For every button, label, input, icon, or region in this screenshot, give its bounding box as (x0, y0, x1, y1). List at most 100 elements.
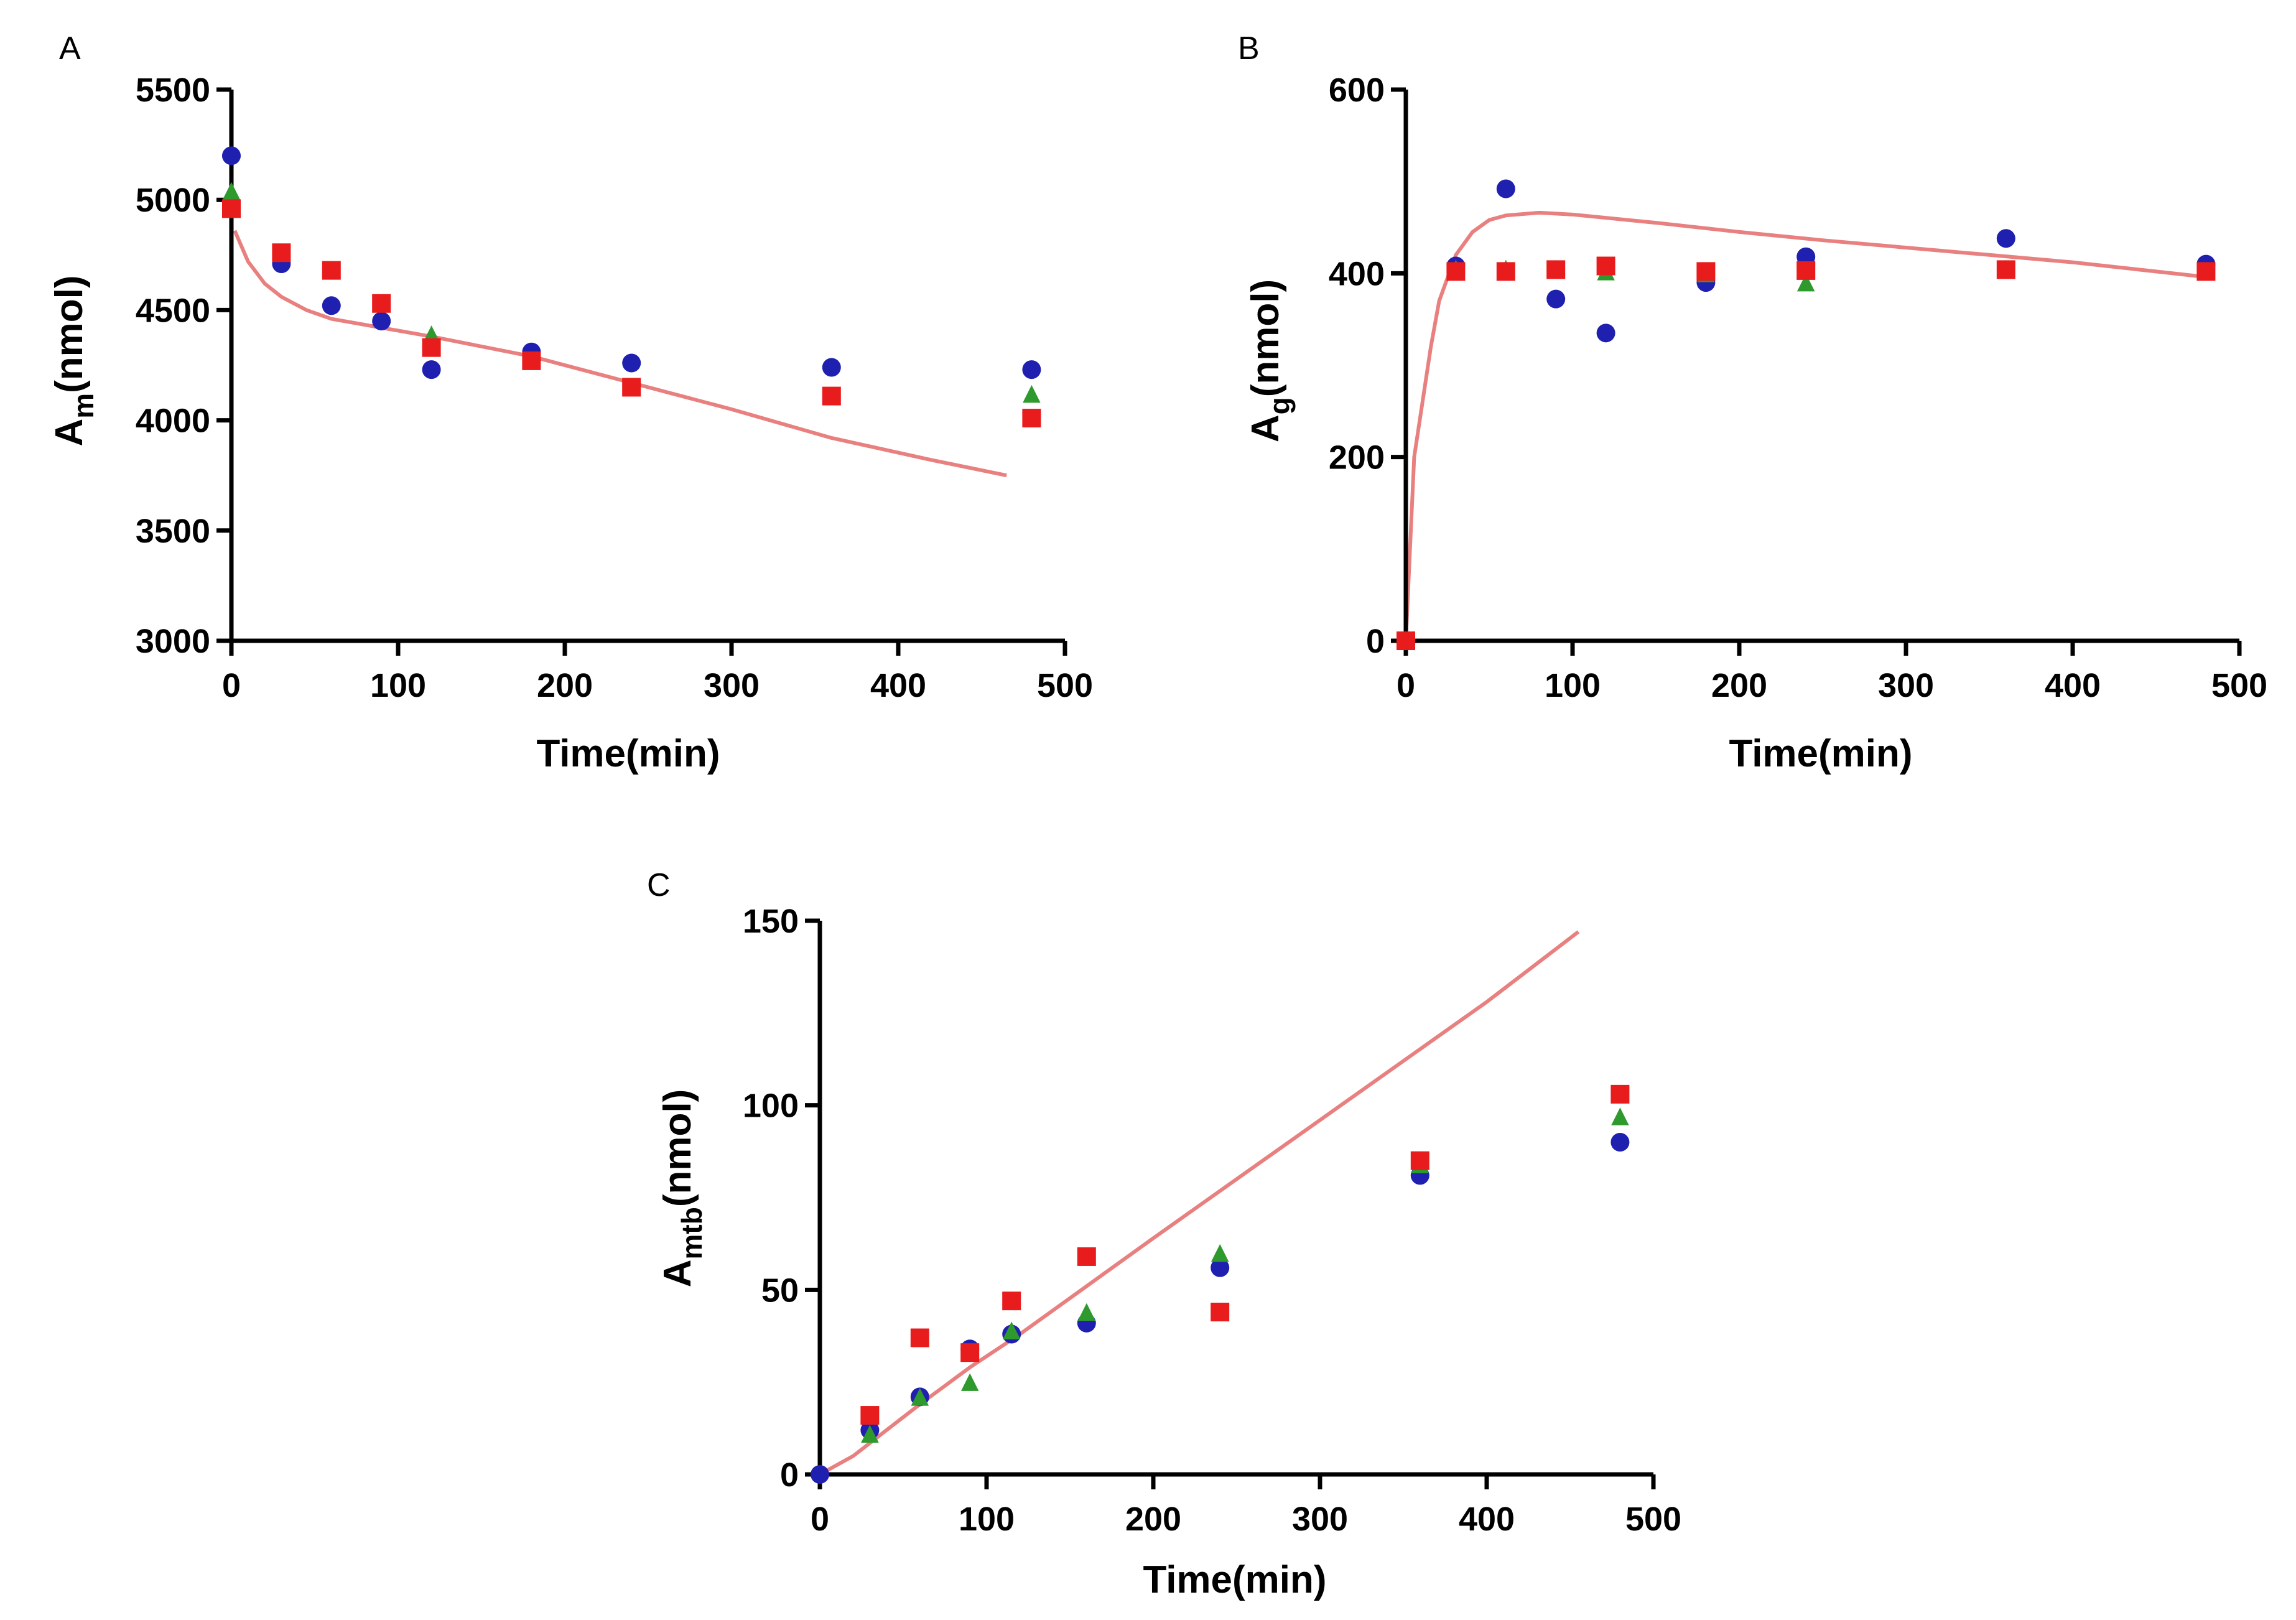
panel-a-square-point (272, 243, 291, 263)
panel-b-x-tick-label: 100 (1545, 667, 1601, 704)
panel-c-square-point (1610, 1084, 1630, 1104)
panel-b-y-axis-sub: g (1263, 397, 1296, 414)
panel-c-triangle-point (960, 1373, 979, 1391)
panel-a-square-point (222, 199, 241, 218)
panel-b-square-point (1546, 260, 1566, 279)
panel-b-square-point (1696, 262, 1716, 281)
panel-c-axes: 0 100 200 300 400 500 0 50 100 150 (743, 903, 1681, 1538)
panel-a-circle-point (822, 358, 841, 377)
panel-a-y-tick-label: 4000 (136, 403, 210, 440)
panel-a-model-line (233, 230, 1007, 478)
panel-c-triangle-point (1611, 1107, 1629, 1125)
panel-b-circle-point (1546, 289, 1566, 309)
panel-c-triangle-point (1002, 1321, 1021, 1339)
panel-c-y-axis-sub: mtb (676, 1207, 708, 1259)
panel-a-x-tick-label: 0 (222, 667, 241, 704)
panel-a-points (222, 146, 1041, 428)
panel-a-circle-point (1022, 360, 1041, 379)
panel-a: A 0 100 200 300 400 500 3000 3500 4000 4500 5000 55… (48, 30, 1093, 775)
panel-a-circle-point (322, 296, 341, 315)
panel-a-axes: 0 100 200 300 400 500 3000 3500 4000 4500 5000 5500 (136, 72, 1093, 704)
panel-c-y-tick-label: 100 (743, 1087, 799, 1125)
panel-a-circle-point (372, 312, 391, 331)
panel-a-square-point (822, 386, 841, 406)
panel-b-y-tick-label: 200 (1329, 439, 1385, 477)
panel-a-x-tick-label: 100 (370, 667, 426, 704)
panel-c-square-point (1211, 1302, 1230, 1321)
panel-b-square-point (1446, 262, 1466, 281)
panel-b-circle-point (1496, 179, 1515, 198)
panel-a-x-tick-label: 400 (870, 667, 926, 704)
panel-c: C 0 100 200 300 400 500 0 50 100 150 Time(min) Am… (647, 867, 1681, 1601)
panel-b-model-line (1404, 210, 2206, 641)
panel-c-triangle-point (1211, 1244, 1229, 1262)
panel-c-x-tick-label: 400 (1459, 1501, 1515, 1538)
panel-a-x-tick-label: 200 (537, 667, 593, 704)
panel-c-square-point (1410, 1151, 1429, 1170)
panel-a-y-tick-label: 3000 (136, 623, 210, 660)
panel-a-square-point (522, 351, 541, 370)
panel-b-y-tick-label: 600 (1329, 72, 1385, 109)
panel-a-y-axis-unit: (nmol) (48, 275, 91, 393)
panel-b-y-tick-label: 0 (1366, 623, 1385, 660)
panel-c-y-tick-label: 50 (761, 1272, 799, 1309)
panel-b-square-point (1596, 256, 1615, 276)
panel-b-x-tick-label: 200 (1711, 667, 1767, 704)
panel-b-y-axis-unit: (nmol) (1244, 279, 1287, 397)
panel-c-x-axis-title: Time(min) (1143, 1558, 1326, 1601)
panel-c-circle-point (1610, 1133, 1630, 1152)
panel-c-y-axis-title: Amtb(nmol) (656, 1089, 708, 1288)
panel-c-model-line (819, 930, 1580, 1476)
panel-a-model-layer (233, 230, 1007, 478)
panel-a-y-axis-sub: m (67, 393, 100, 419)
panel-c-x-tick-label: 200 (1125, 1501, 1181, 1538)
panel-a-y-axis-title: Am(nmol) (48, 275, 100, 446)
panel-a-square-point (622, 378, 641, 397)
panel-b-model-layer (1404, 210, 2206, 641)
panel-b-y-tick-label: 400 (1329, 255, 1385, 292)
panel-b-x-tick-label: 0 (1397, 667, 1415, 704)
panel-a-triangle-point (222, 182, 241, 200)
panel-c-square-point (960, 1343, 980, 1362)
panel-a-triangle-point (1023, 384, 1041, 403)
panel-a-circle-point (622, 353, 641, 373)
panel-c-model-layer (819, 930, 1580, 1476)
panel-c-y-tick-label: 0 (780, 1456, 799, 1494)
panel-c-square-point (1077, 1247, 1096, 1266)
panel-c-circle-point (811, 1465, 829, 1484)
panel-a-circle-point (422, 360, 441, 379)
panel-b-square-point (1996, 260, 2015, 279)
panel-c-circle-point (1211, 1258, 1230, 1277)
panel-label-b: B (1238, 30, 1260, 67)
panel-a-circle-point (222, 146, 241, 165)
panel-b-square-point (2196, 262, 2216, 281)
panel-b-y-axis-main: A (1244, 414, 1287, 442)
panel-b-square-point (1796, 261, 1816, 280)
panel-a-y-axis-main: A (48, 419, 91, 447)
panel-b-x-tick-label: 300 (1878, 667, 1934, 704)
panel-a-y-tick-label: 4500 (136, 292, 210, 329)
panel-a-square-point (372, 294, 391, 313)
panel-a-square-point (422, 338, 441, 357)
panel-c-x-tick-label: 300 (1292, 1501, 1348, 1538)
panel-b-points (1397, 179, 2216, 650)
panel-a-square-point (1022, 409, 1041, 428)
panel-b-circle-point (1596, 324, 1615, 343)
panel-b: B 0 100 200 300 400 500 0 200 400 600 Time(min) A… (1238, 30, 2267, 775)
panel-a-x-tick-label: 300 (704, 667, 760, 704)
panel-c-triangle-point (861, 1425, 879, 1443)
panel-c-square-point (910, 1328, 929, 1348)
panel-c-x-tick-label: 0 (811, 1501, 829, 1538)
panel-label-c: C (647, 867, 671, 903)
panel-a-x-axis-title: Time(min) (536, 732, 720, 775)
panel-a-y-tick-label: 5000 (136, 182, 210, 219)
panel-b-y-axis-title: Ag(nmol) (1244, 279, 1296, 442)
panel-b-circle-point (1996, 229, 2015, 248)
panel-a-y-tick-label: 3500 (136, 513, 210, 550)
panel-c-y-tick-label: 150 (743, 903, 799, 940)
panel-c-triangle-point (1077, 1303, 1096, 1321)
panel-c-y-axis-unit: (nmol) (656, 1089, 699, 1207)
panel-c-x-tick-label: 500 (1625, 1501, 1681, 1538)
panel-b-x-tick-label: 400 (2045, 667, 2101, 704)
panel-a-square-point (322, 261, 341, 280)
